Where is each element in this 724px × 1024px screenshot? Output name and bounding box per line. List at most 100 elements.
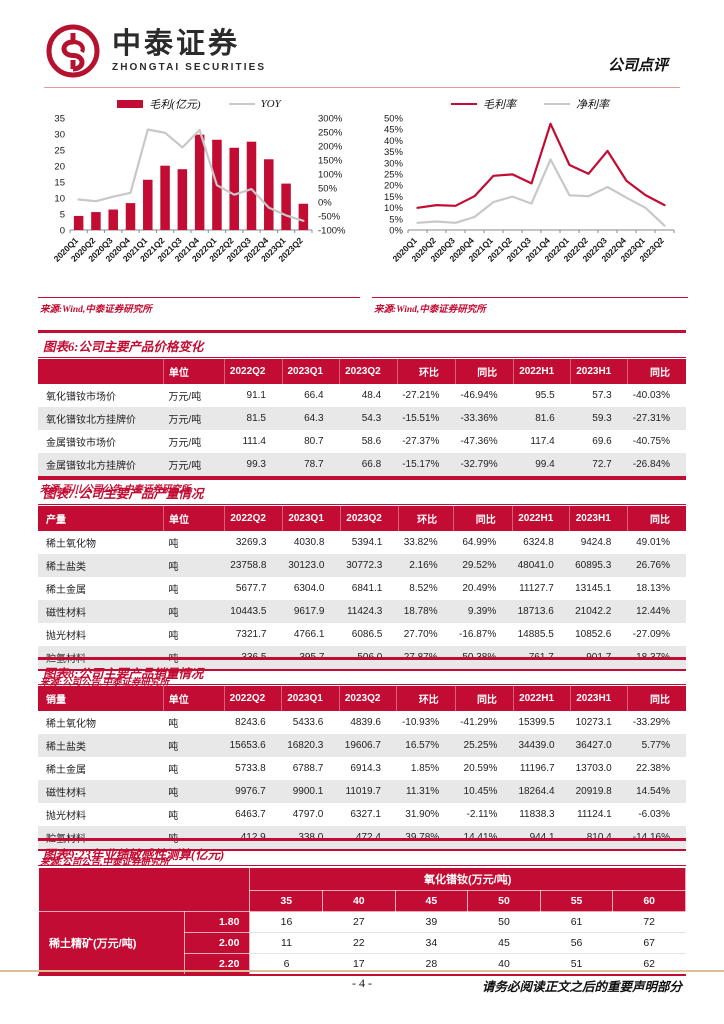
svg-text:25%: 25%: [384, 170, 404, 181]
table-row: 2.00 11 22 34 45 56 67: [39, 932, 686, 954]
column-header: 45: [394, 890, 469, 912]
table-cell: 31.90%: [405, 809, 440, 820]
brand-logo: 中泰证券 ZHONGTAI SECURITIES: [44, 22, 266, 80]
svg-text:35%: 35%: [384, 147, 404, 158]
value-cell: 40: [467, 953, 541, 976]
svg-text:10: 10: [54, 194, 65, 205]
table-cell: 10443.5: [230, 606, 267, 617]
value-cell: 27: [322, 911, 396, 933]
chart-legend: 毛利率 净利率: [372, 96, 688, 112]
chart-source: 来源:Wind,中泰证券研究所: [38, 297, 360, 315]
value-cell: 28: [395, 953, 468, 976]
table-row: 金属镨钕市场价 万元/吨 111.4 80.7 58.6 -27.37% -47.36% 11…: [38, 430, 686, 453]
svg-text:50%: 50%: [318, 184, 338, 195]
column-header: 55: [539, 890, 614, 912]
column-header: 同比: [626, 506, 686, 531]
table-cell: 9424.8: [580, 537, 612, 548]
table-cell: -47.36%: [460, 436, 498, 447]
chart-plot-area: 0% 5% 10% 15% 20% 25% 30% 35% 40% 45% 50% 2020Q1 202…: [372, 112, 688, 295]
svg-text:15: 15: [54, 178, 65, 189]
figure-source: 来源:百川,公司公告,中泰证券研究所: [40, 485, 191, 495]
svg-text:150%: 150%: [318, 156, 343, 167]
table-cell: 1.85%: [410, 763, 440, 774]
column-header: 2023H1: [570, 359, 628, 384]
line-swatch-icon: [451, 102, 477, 106]
table-cell: 66.4: [304, 390, 324, 401]
column-header: 2023Q2: [339, 359, 398, 384]
table-cell: 磁性材料: [46, 788, 86, 799]
table-cell: 9617.9: [293, 606, 325, 617]
table-cell: -15.17%: [402, 459, 440, 470]
table-row: 氧化镨钕北方挂牌价 万元/吨 81.5 64.3 54.3 -15.51% -33.36% 8…: [38, 407, 686, 430]
table-cell: -10.93%: [401, 717, 440, 728]
table-cell: 14.54%: [636, 786, 670, 797]
table-cell: 7321.7: [235, 629, 267, 640]
table-cell: 6086.5: [351, 629, 383, 640]
legend-item: 净利率: [544, 96, 609, 112]
table-cell: 吨: [168, 608, 179, 619]
value-cell: 51: [540, 953, 613, 976]
svg-text:5%: 5%: [389, 214, 403, 225]
table-cell: 472.4: [355, 832, 381, 843]
page-number: - 4 -: [352, 976, 372, 990]
column-header: 2022Q2: [223, 359, 282, 384]
column-header: 35: [249, 890, 324, 912]
figure-8-sales-table: 图表8:公司主要产品销量情况 销量 单位 2022Q2 2023Q1 2023Q2 环比同…: [38, 657, 686, 868]
table-row: 磁性材料 吨 9976.7 9900.1 11019.7 11.31% 10.45% 1826…: [38, 780, 686, 803]
value-cell: 34: [395, 932, 468, 954]
header-divider: [44, 87, 680, 88]
row-header: 1.80: [183, 911, 251, 933]
table-cell: -32.79%: [460, 459, 498, 470]
data-table: 产量 单位 2022Q2 2023Q1 2023Q2 环比 同比 2022H1 2023H1 同比…: [38, 506, 686, 671]
column-header: 40: [322, 890, 396, 912]
table-cell: 30772.3: [346, 560, 383, 571]
column-header: 2023Q1: [281, 506, 341, 531]
svg-text:15%: 15%: [384, 192, 404, 203]
table-cell: 80.7: [304, 436, 324, 447]
value-cell: 11: [249, 932, 323, 954]
column-group-header: 氧化镨钕(万元/吨): [249, 867, 686, 891]
svg-text:30: 30: [54, 130, 65, 141]
brand-text: 中泰证券 ZHONGTAI SECURITIES: [112, 28, 267, 74]
table-cell: 金属镨钕市场价: [46, 438, 116, 449]
figure-title: 图表6:公司主要产品价格变化: [38, 333, 686, 358]
table-cell: 12.44%: [636, 606, 670, 617]
brand-name-en: ZHONGTAI SECURITIES: [112, 62, 267, 74]
table-cell: 23758.8: [230, 560, 267, 571]
table-cell: 9.39%: [467, 606, 497, 617]
svg-text:20: 20: [54, 162, 65, 173]
value-cell: 16: [249, 911, 323, 933]
table-cell: 5677.7: [235, 583, 267, 594]
table-cell: 11127.7: [519, 583, 554, 594]
table-cell: 8.52%: [409, 583, 438, 594]
table-cell: 20919.8: [575, 786, 612, 797]
table-row: 稀土金属 吨 5677.7 6304.0 6841.1 8.52% 20.49% 11127.…: [38, 577, 686, 600]
table-cell: 吨: [168, 719, 179, 730]
row-header: 2.20: [183, 953, 251, 976]
table-cell: 78.7: [304, 459, 324, 470]
table-cell: 吨: [168, 788, 179, 799]
figure-6-price-table: 图表6:公司主要产品价格变化 单位 2022Q2 2023Q1 2023Q2 环比 同比 2…: [38, 330, 686, 495]
table-cell: 6324.8: [523, 537, 554, 548]
svg-text:-50%: -50%: [318, 212, 341, 223]
table-cell: 9976.7: [235, 786, 266, 797]
table-cell: 13145.1: [575, 583, 612, 594]
chart-legend: 毛利(亿元) YOY: [38, 96, 360, 112]
footer-disclaimer: 请务必阅读正文之后的重要声明部分: [481, 980, 682, 994]
column-header: 同比: [453, 506, 513, 531]
table-cell: 15653.6: [229, 740, 266, 751]
legend-item: 毛利(亿元): [117, 96, 201, 112]
column-header: 产量: [38, 506, 164, 531]
chart-plot-area: 0 5 10 15 20 25 30 35 -100% -50% 0% 50% 100% 150% 200%…: [38, 112, 360, 295]
table-cell: 磁性材料: [46, 608, 86, 619]
value-cell: 45: [467, 932, 541, 954]
report-type-label: 公司点评: [607, 58, 668, 74]
table-cell: 抛光材料: [46, 631, 86, 642]
value-cell: 50: [467, 911, 541, 933]
table-cell: 4030.8: [293, 537, 325, 548]
table-cell: -26.84%: [632, 459, 670, 470]
legend-item: YOY: [228, 98, 281, 110]
table-cell: 81.5: [246, 413, 266, 424]
line-swatch-icon: [228, 102, 255, 106]
